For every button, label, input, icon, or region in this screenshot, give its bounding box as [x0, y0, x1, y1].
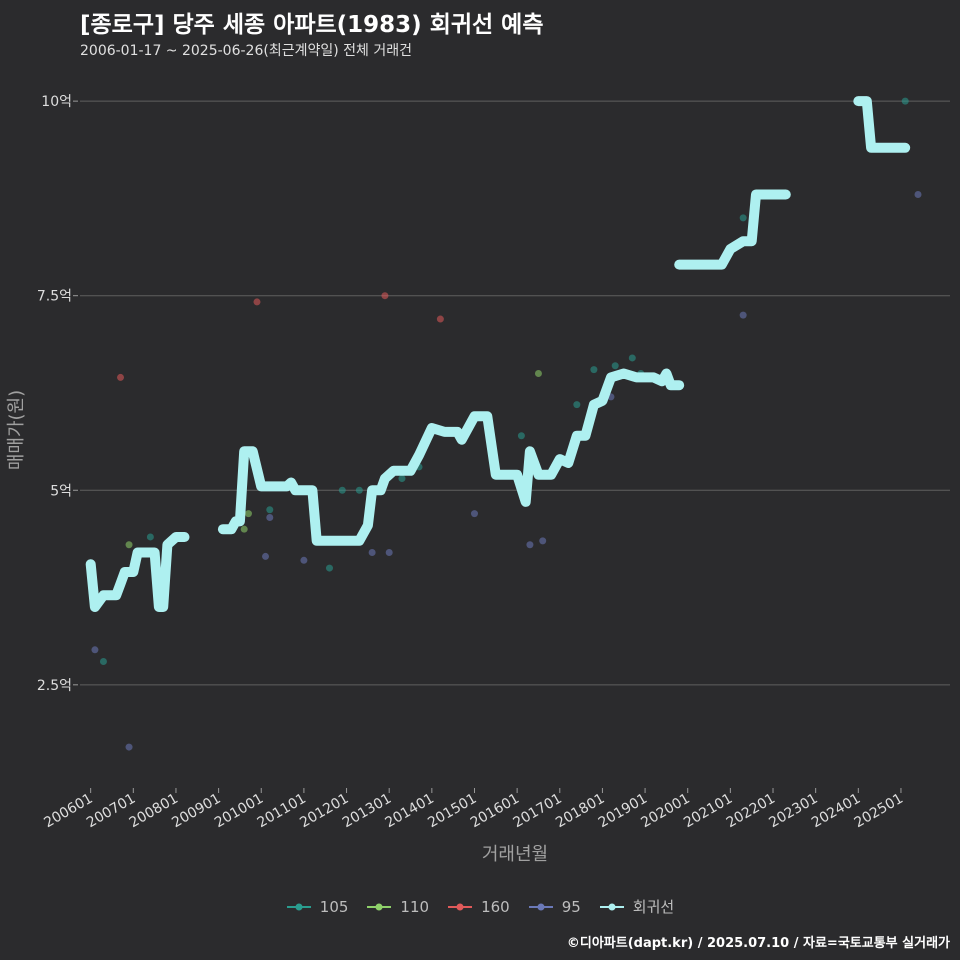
regression-segment: [674, 189, 791, 270]
legend-item-105: 105: [286, 897, 349, 916]
legend-key-dot: [608, 903, 616, 910]
point-110: [125, 541, 133, 549]
point-110: [244, 510, 252, 518]
legend-key-dot: [295, 903, 303, 910]
point-95: [368, 549, 376, 557]
y-tick-label: 5억: [50, 483, 72, 499]
legend-label: 110: [400, 897, 430, 916]
y-tick-label: 7.5억: [37, 289, 72, 305]
source-caption: ©디아파트(dapt.kr) / 2025.07.10 / 자료=국토교통부 실…: [566, 936, 950, 951]
legend-key-icon: [367, 903, 392, 910]
legend-key-icon: [599, 903, 624, 910]
point-105: [266, 506, 274, 514]
legend-key-dot: [537, 903, 545, 910]
y-axis-label: 매매가(원): [6, 390, 27, 470]
point-95: [385, 549, 393, 557]
point-95: [739, 311, 747, 319]
point-105: [573, 401, 581, 409]
point-160: [117, 373, 125, 381]
point-110: [534, 370, 542, 378]
point-160: [436, 315, 444, 323]
legend-label: 160: [481, 897, 510, 916]
point-95: [914, 191, 922, 199]
point-105: [355, 486, 363, 494]
point-95: [470, 510, 478, 518]
regression-segment: [853, 96, 911, 153]
point-95: [125, 743, 133, 751]
point-105: [146, 533, 154, 541]
y-tick-labels: 2.5억 5억 7.5억 10억: [37, 94, 72, 694]
point-95: [539, 537, 547, 545]
legend-item-160: 160: [447, 898, 510, 916]
point-95: [526, 541, 534, 549]
legend-label: 회귀선: [632, 898, 675, 916]
point-105: [338, 486, 346, 494]
legend-key-icon: [286, 903, 311, 910]
legend-key-dot: [375, 903, 383, 910]
point-105: [325, 564, 333, 572]
point-105: [901, 97, 909, 105]
point-105: [398, 475, 406, 483]
legend-label: 105: [319, 897, 349, 916]
x-tick-labels: 2006012007012008012009012010012011012012…: [41, 788, 906, 831]
point-105: [628, 354, 636, 362]
point-160: [381, 292, 389, 300]
point-110: [240, 525, 248, 533]
point-95: [266, 514, 274, 521]
legend-key-icon: [528, 903, 553, 910]
point-160: [253, 298, 261, 306]
point-95: [91, 646, 99, 654]
regression-segment: [217, 368, 685, 546]
legend-item-110: 110: [366, 898, 429, 916]
y-tick-label: 2.5억: [37, 678, 72, 694]
chart-title: [종로구] 당주 세종 아파트(1983) 회귀선 예측: [80, 12, 544, 38]
legend-item-regression: 회귀선: [599, 896, 674, 917]
point-105: [99, 657, 107, 665]
point-95: [262, 552, 270, 560]
y-tick-label: 10억: [41, 94, 72, 110]
point-105: [739, 214, 747, 222]
chart-legend: 105 110 160 95 회귀선: [0, 896, 960, 917]
regression-line: [85, 96, 911, 612]
point-105: [590, 366, 598, 374]
legend-label: 95: [561, 897, 581, 916]
y-gridlines: [73, 100, 950, 686]
regression-segment: [85, 532, 190, 612]
point-105: [611, 362, 619, 370]
point-95: [300, 556, 308, 564]
x-tick-label: 202501: [852, 791, 906, 832]
x-axis-label: 거래년월: [482, 844, 548, 865]
legend-item-95: 95: [528, 898, 581, 916]
legend-key-dot: [456, 903, 464, 910]
point-105: [517, 432, 525, 440]
chart-subtitle: 2006-01-17 ~ 2025-06-26(최근계약일) 전체 거래건: [80, 43, 412, 59]
scatter-points: [91, 97, 922, 751]
legend-key-icon: [448, 903, 473, 910]
